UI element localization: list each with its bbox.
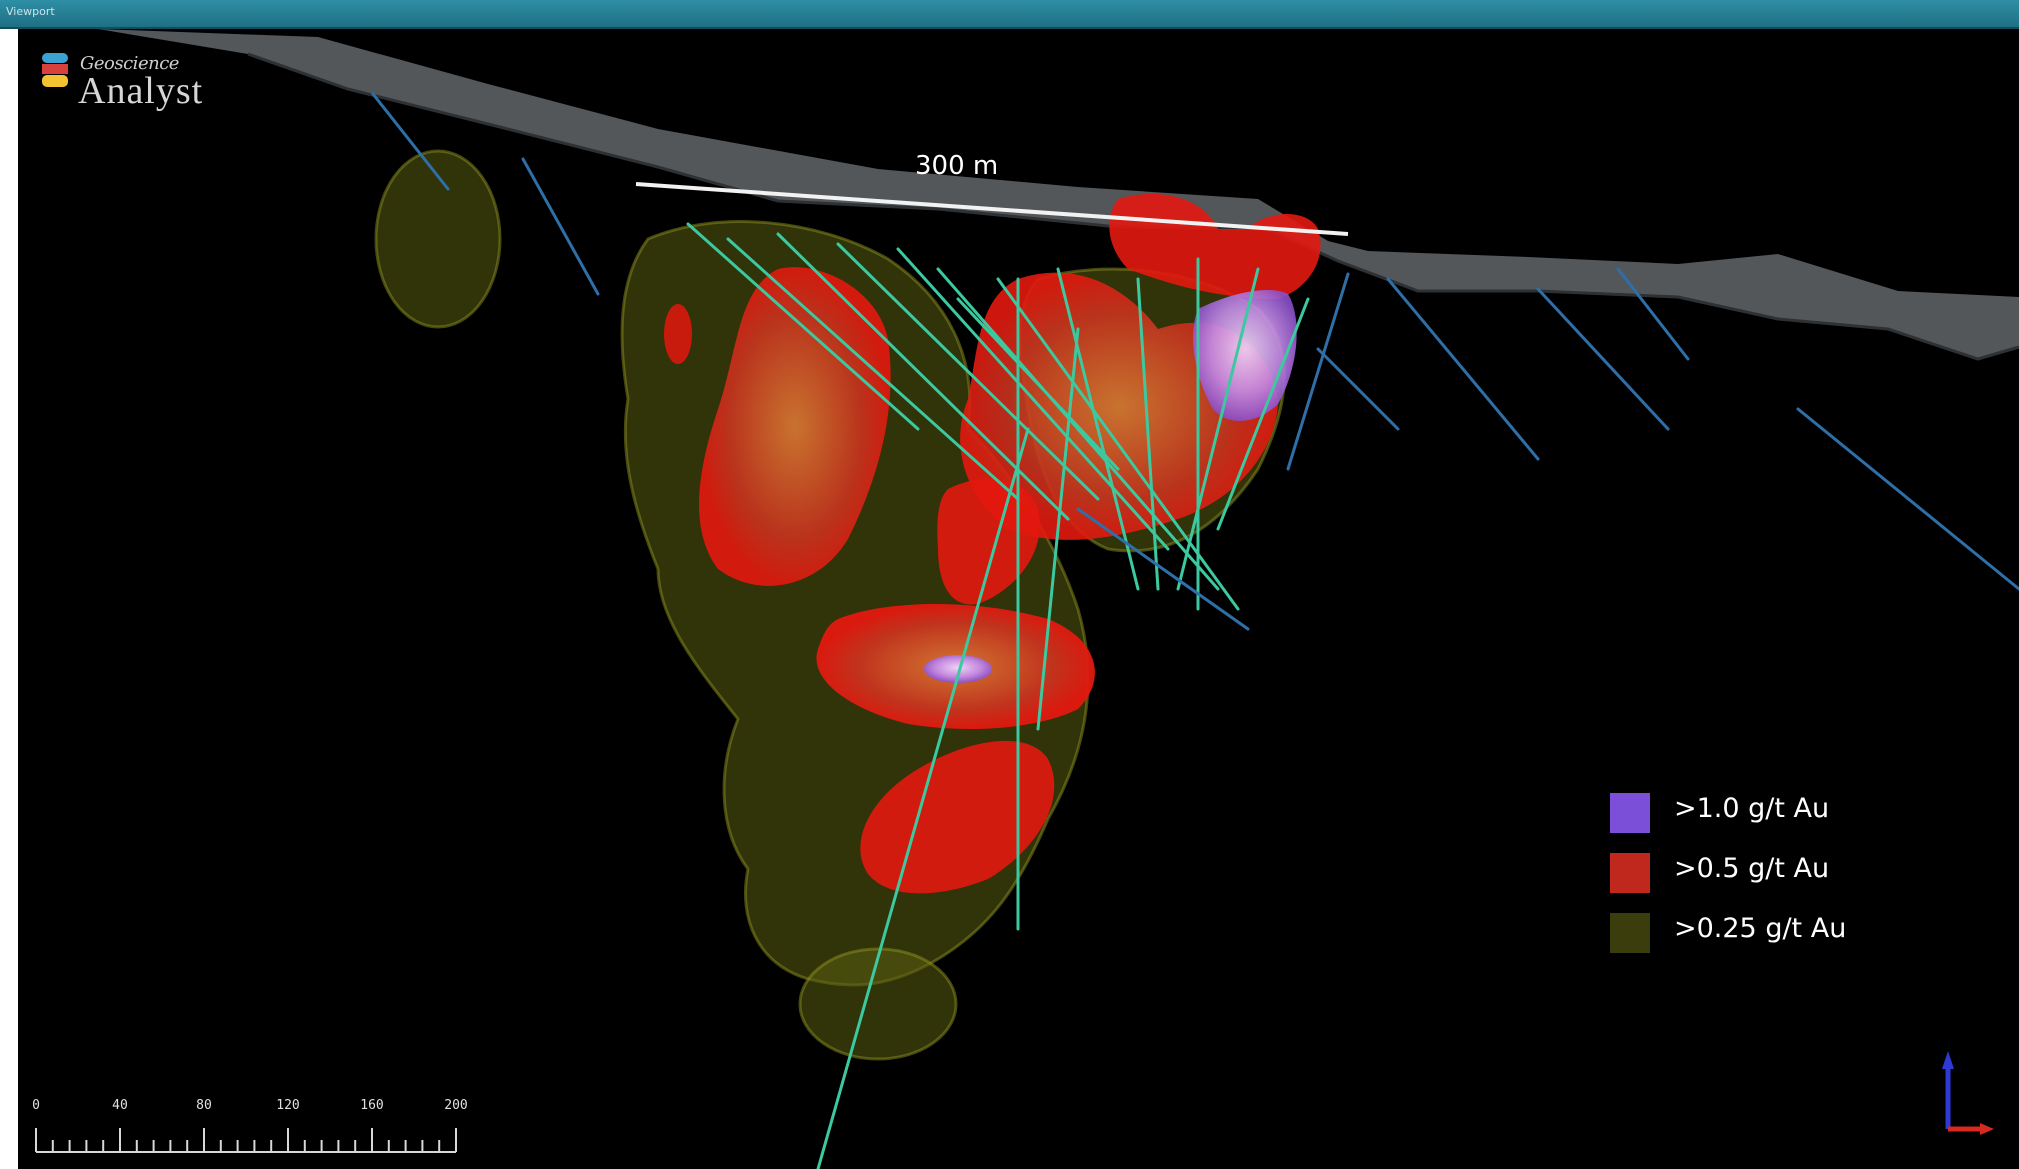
scale-tick-label: 80 [196,1098,212,1113]
scale-tick-label: 120 [276,1098,300,1113]
window-title: Viewport [6,5,55,18]
shell-1-0-gt [924,289,1297,683]
scale-tick-label: 200 [444,1098,468,1113]
window-left-border [0,29,18,1169]
drillhole-traces [371,92,2019,1169]
legend-label: >0.5 g/t Au [1674,853,1830,884]
distance-scale-bar: 0 40 80 120 160 200 [28,1094,468,1169]
3d-model-scene[interactable] [18,29,2019,1169]
scale-tick-label: 40 [112,1098,128,1113]
brand-title: Analyst [78,70,204,112]
legend-label: >0.25 g/t Au [1674,913,1847,944]
scale-tick-label: 160 [360,1098,384,1113]
topography-surface [98,29,2019,359]
scale-bar-ruler [35,1128,457,1153]
geoscience-analyst-logo [42,53,68,87]
scale-tick-label: 0 [32,1098,40,1113]
3d-viewport[interactable]: Geoscience Analyst 300 m >1.0 g/t Au >0.5… [18,29,2019,1169]
window-titlebar: Viewport [0,0,2019,29]
legend-swatch [1610,793,1650,833]
legend-label: >1.0 g/t Au [1674,793,1830,824]
scale-length-label: 300 m [915,151,999,181]
scale-line [635,182,1349,236]
legend-swatch [1610,853,1650,893]
legend-swatch [1610,913,1650,953]
shell-0-5-gt [664,193,1321,894]
orientation-axis-triad [1942,1051,1994,1135]
brand-subtitle: Geoscience [80,53,179,74]
